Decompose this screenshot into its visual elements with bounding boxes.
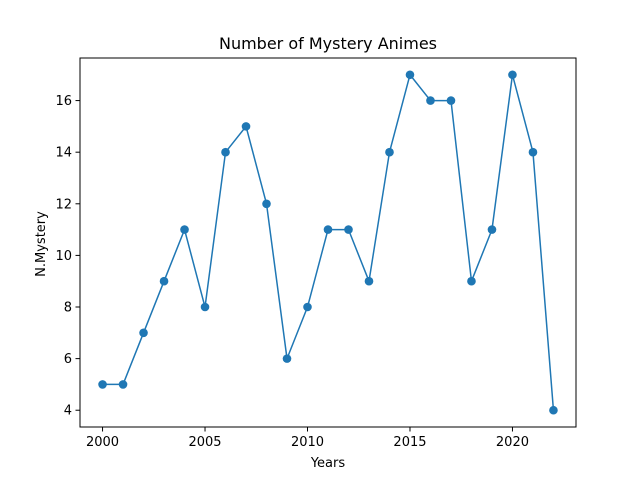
data-point-2014	[385, 147, 394, 157]
x-tick-label-2020: 2020	[496, 435, 529, 450]
y-tick-label-16: 16	[55, 94, 72, 109]
data-point-2015	[405, 70, 415, 80]
y-tick-label-8: 8	[64, 301, 72, 316]
data-point-2006	[221, 147, 230, 157]
data-point-2019	[487, 225, 497, 234]
x-axis-label: Years	[310, 456, 346, 471]
x-tick-label-2015: 2015	[393, 435, 426, 450]
data-point-2016	[426, 96, 435, 105]
x-tick-label-2000: 2000	[86, 435, 119, 450]
data-point-2002	[139, 328, 148, 338]
data-point-2000	[98, 380, 107, 389]
axes-frame	[79, 57, 577, 428]
y-axis-label: N.Mystery	[34, 211, 49, 277]
chart-title: Number of Mystery Animes	[219, 34, 437, 53]
data-point-2005	[200, 302, 210, 312]
data-point-2021	[528, 147, 538, 157]
data-point-2017	[446, 96, 456, 105]
y-tick-label-14: 14	[55, 146, 72, 161]
y-tick-label-6: 6	[64, 352, 72, 367]
y-tick-label-4: 4	[64, 404, 72, 419]
data-point-2010	[303, 302, 312, 312]
data-point-2011	[323, 225, 333, 234]
data-point-2020	[508, 70, 517, 80]
y-tick-label-12: 12	[55, 197, 72, 212]
x-tick-label-2010: 2010	[291, 435, 324, 450]
x-tick-label-2005: 2005	[188, 435, 221, 450]
data-point-2004	[180, 225, 189, 234]
data-point-2012	[344, 225, 353, 234]
data-point-2007	[241, 122, 251, 131]
data-point-2009	[282, 354, 292, 363]
y-tick-label-10: 10	[55, 249, 72, 264]
data-point-2013	[364, 276, 374, 286]
data-point-2008	[262, 199, 271, 209]
data-point-2003	[159, 276, 169, 286]
data-point-2001	[118, 380, 128, 389]
data-point-2018	[467, 276, 476, 286]
plot-area: 2000 2005 2010 2015 2020 4 6 8 10 12 14 16	[55, 57, 577, 450]
data-point-2022	[549, 405, 558, 415]
